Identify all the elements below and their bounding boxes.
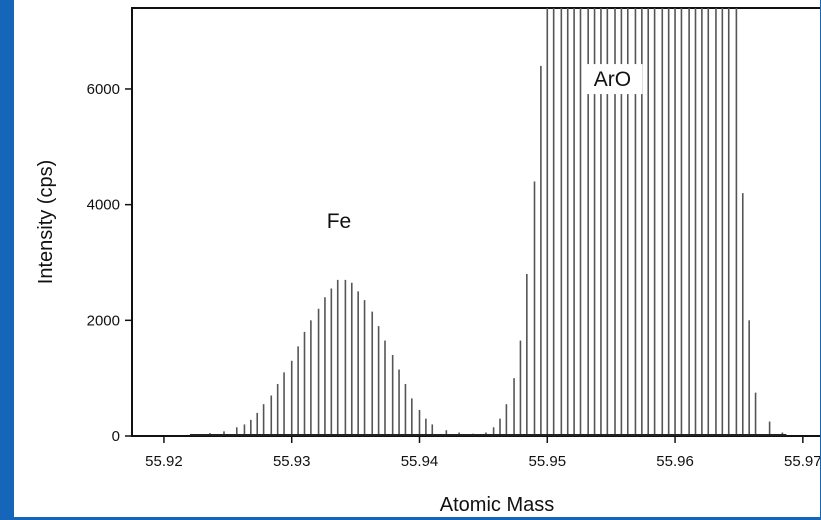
y-tick-label: 6000	[87, 81, 120, 98]
annotation-aro: ArO	[594, 68, 631, 91]
y-tick-label: 2000	[87, 312, 120, 329]
x-tick-label: 55.92	[145, 453, 183, 470]
x-tick-label: 55.93	[273, 453, 311, 470]
plot-area-border	[131, 7, 820, 437]
figure-frame: 0 2000 4000 6000 55.92 55.93 55.94 55.95 55.96 5…	[14, 0, 820, 517]
annotation-fe: Fe	[327, 210, 352, 233]
y-tick-label: 0	[112, 428, 120, 445]
x-axis-ticks: 55.92 55.93 55.94 55.95 55.96 55.97	[145, 436, 820, 470]
y-axis-label: Intensity (cps)	[35, 160, 57, 284]
x-axis-label: Atomic Mass	[440, 494, 554, 516]
annotation-aro-background	[582, 64, 643, 95]
x-tick-label: 55.94	[401, 453, 439, 470]
spectrum-bars	[195, 8, 784, 436]
x-tick-label: 55.96	[656, 453, 694, 470]
y-tick-label: 4000	[87, 197, 120, 214]
x-tick-label: 55.95	[529, 453, 567, 470]
y-axis-ticks: 0 2000 4000 6000	[87, 81, 132, 445]
x-tick-label: 55.97	[784, 453, 820, 470]
